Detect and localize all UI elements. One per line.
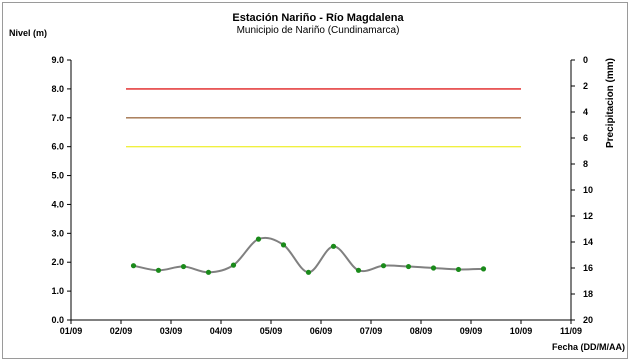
data-point [430,265,437,271]
x-tick-label: 03/09 [160,326,183,336]
y-axis-label: Nivel (m) [9,28,47,38]
data-point [480,266,487,272]
x-tick-label: 04/09 [210,326,233,336]
y-tick-label: 1.0 [51,286,64,296]
x-tick-label: 02/09 [110,326,133,336]
x-tick-label: 08/09 [410,326,433,336]
y-tick-label: 8.0 [51,84,64,94]
x-tick-label: 11/09 [560,326,582,336]
x-tick-label: 09/09 [460,326,483,336]
y-tick-label: 0.0 [51,315,64,325]
data-point [180,263,187,270]
y2-tick-label: 16 [583,263,593,273]
chart-subtitle: Municipio de Nariño (Cundinamarca) [237,25,400,36]
data-point [155,267,162,273]
y-tick-label: 4.0 [51,199,64,209]
y2-tick-label: 12 [583,211,593,221]
data-point [380,263,387,269]
y2-tick-label: 6 [583,133,588,143]
x-tick-label: 05/09 [260,326,283,336]
data-point [130,263,137,269]
x-tick-label: 01/09 [60,326,83,336]
y2-axis-label: Precipitacion (mm) [605,58,616,148]
y-tick-label: 9.0 [51,55,64,65]
x-tick-label: 10/09 [510,326,533,336]
y2-tick-label: 18 [583,289,593,299]
y2-tick-label: 2 [583,81,588,91]
y2-tick-label: 20 [583,315,593,325]
x-tick-label: 07/09 [360,326,383,336]
y2-tick-label: 0 [583,55,588,65]
data-point [205,269,212,275]
plot-area: 0.0 1.0 2.0 3.0 4.0 5.0 6.0 7.0 8.0 9.0 0 2 4 6 8 10 12 1… [51,55,593,336]
y-tick-label: 6.0 [51,142,64,152]
y2-tick-label: 10 [583,185,593,195]
y2-tick-label: 8 [583,159,588,169]
data-point [330,243,337,249]
data-point [255,236,262,242]
y-tick-label: 3.0 [51,228,64,238]
data-point [355,267,362,273]
y2-tick-label: 4 [583,107,588,117]
y2-tick-label: 14 [583,237,593,247]
data-point [405,263,412,270]
y-tick-label: 7.0 [51,113,64,123]
chart-svg: Estación Nariño - Río Magdalena Municipi… [9,12,625,352]
chart-title: Estación Nariño - Río Magdalena [232,12,404,24]
x-axis-label: Fecha (DD/M/AA) [552,342,625,352]
data-point [305,269,312,275]
x-tick-label: 06/09 [310,326,333,336]
y-tick-label: 5.0 [51,171,64,181]
data-point [455,266,462,273]
y-tick-label: 2.0 [51,257,64,267]
data-point [280,242,287,248]
data-point [230,262,237,268]
